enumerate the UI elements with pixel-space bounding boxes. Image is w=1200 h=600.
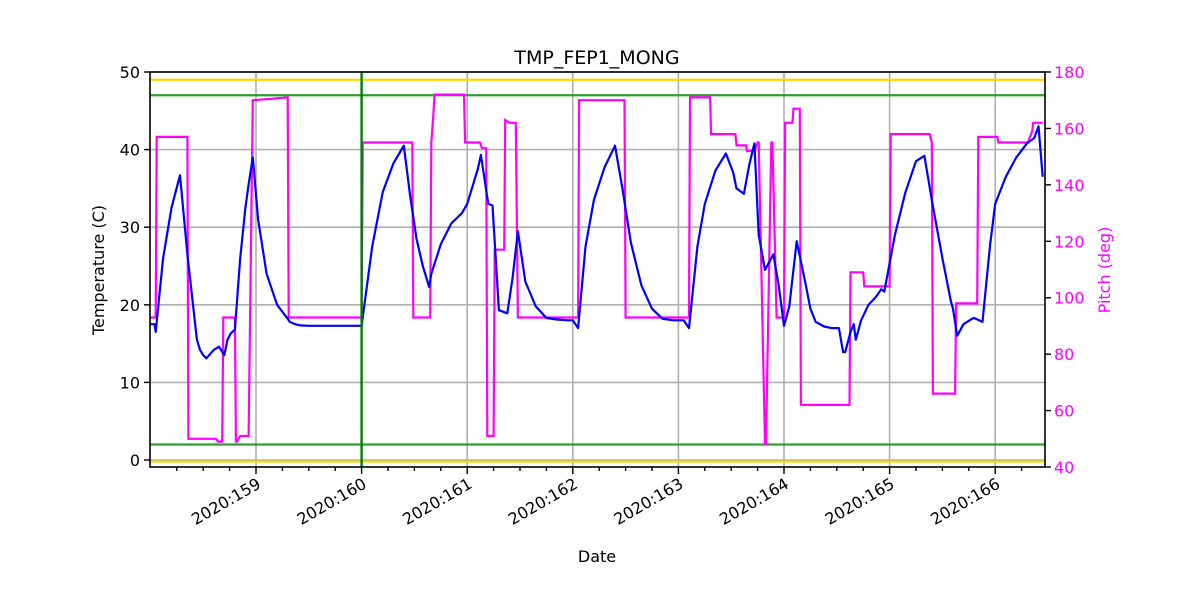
y-tick-label: 50 [120,63,140,82]
chart-title: TMP_FEP1_MONG [513,47,679,69]
y-axis-left: 0 10 20 30 40 50 [120,63,150,470]
y-axis-right: 40 60 80 100 120 140 160 180 [1045,63,1085,477]
y-right-tick-label: 160 [1054,119,1085,138]
y-tick-label: 10 [120,373,140,392]
y-right-tick-label: 80 [1054,345,1074,364]
x-axis-title: Date [578,547,616,566]
y-right-tick-label: 100 [1054,289,1085,308]
pitch-line [150,93,1043,446]
y-tick-label: 0 [130,451,140,470]
series-layer [150,93,1044,446]
y-tick-label: 20 [120,296,140,315]
y-right-tick-label: 40 [1054,458,1074,477]
y-right-tick-label: 120 [1054,232,1085,251]
y-tick-label: 40 [120,141,140,160]
reference-lines [150,78,1045,463]
y-axis-right-title: Pitch (deg) [1095,227,1114,314]
plot-frame [149,71,1046,468]
y-right-tick-label: 60 [1054,402,1074,421]
temperature-line [150,125,1044,360]
y-tick-label: 30 [120,218,140,237]
y-right-tick-label: 140 [1054,176,1085,195]
y-axis-title: Temperature (C) [89,205,108,336]
y-right-tick-label: 180 [1054,63,1085,82]
